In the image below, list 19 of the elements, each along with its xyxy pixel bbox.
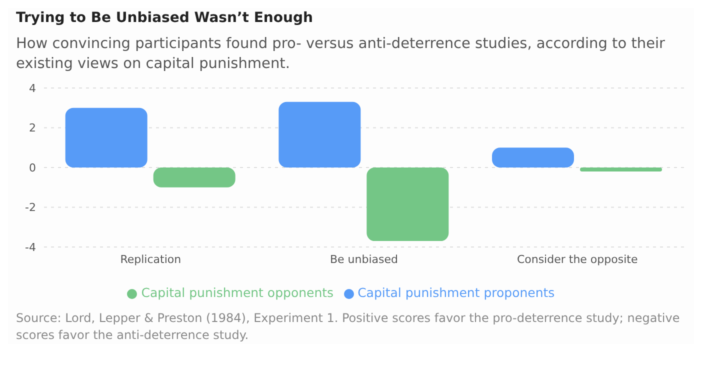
bar — [65, 108, 148, 168]
y-tick-label: -2 — [25, 201, 36, 214]
legend-label: Capital punishment proponents — [358, 285, 555, 300]
bar — [492, 148, 574, 168]
legend-label: Capital punishment opponents — [141, 285, 334, 300]
y-tick-label: 4 — [29, 82, 36, 95]
source-note: Source: Lord, Lepper & Preston (1984), Experiment 1. Positive scores favor the pro-deterrence study; negative scores favor the anti-deterrence study. — [15, 310, 681, 344]
y-tick-label: 2 — [29, 122, 36, 135]
y-tick-label: 0 — [29, 161, 36, 174]
x-tick-label: Replication — [120, 252, 182, 266]
bar — [153, 168, 236, 188]
chart-subtitle: How convincing participants found pro- versus anti-deterrence studies, according to their existing views on capital punishment. — [15, 35, 666, 74]
x-tick-label: Consider the opposite — [516, 252, 638, 266]
bar — [580, 168, 662, 172]
y-tick-label: -4 — [25, 240, 36, 254]
bar — [278, 102, 361, 168]
x-tick-label: Be unbiased — [330, 252, 398, 266]
bar — [366, 168, 449, 242]
chart-title: Trying to Be Unbiased Wasn’t Enough — [15, 9, 314, 28]
